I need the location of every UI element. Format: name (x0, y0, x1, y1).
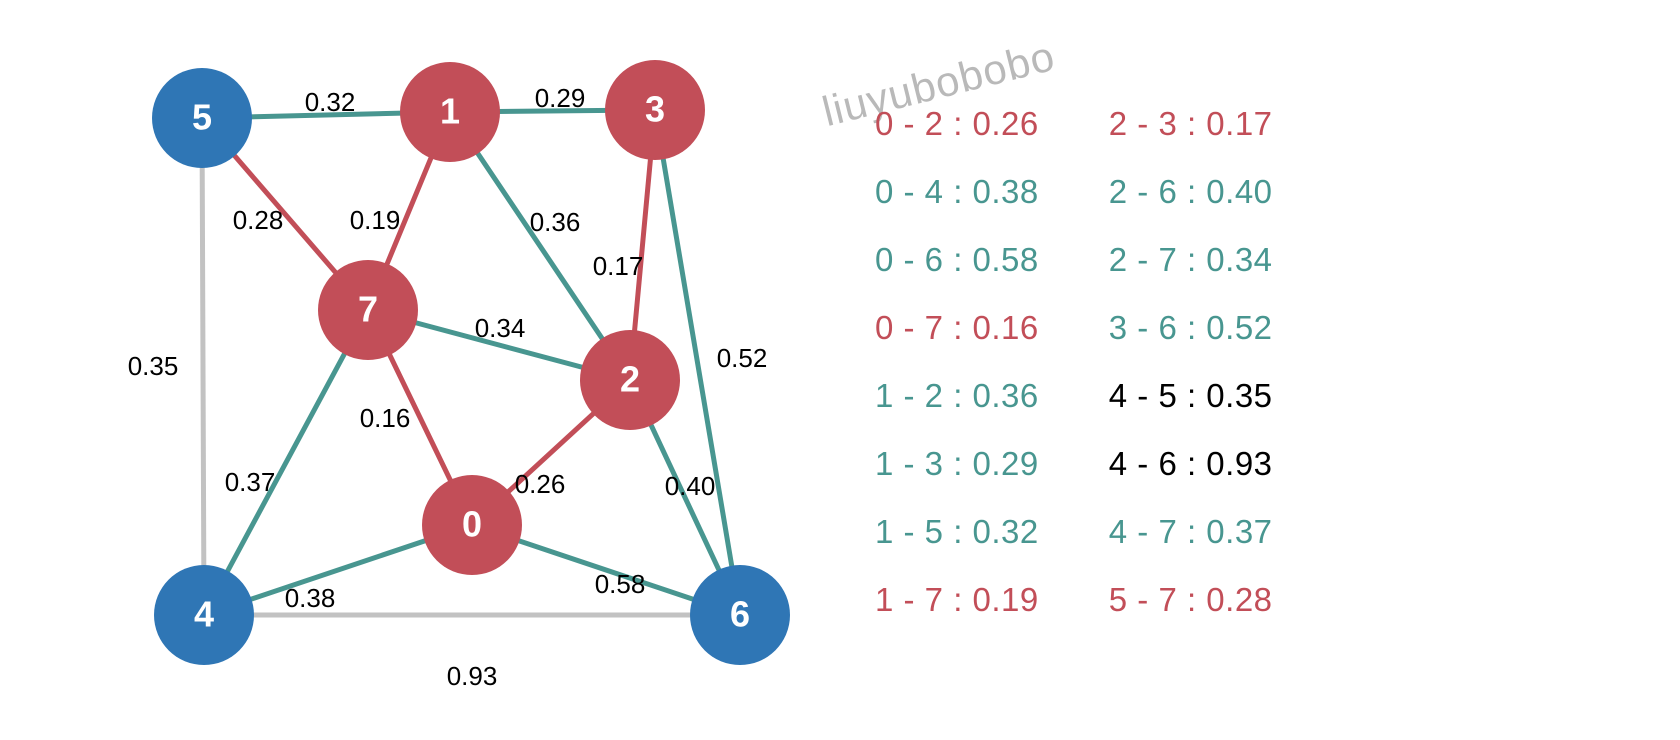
edge-weight-0-2: 0.26 (515, 469, 566, 499)
edge-weight-0-6: 0.58 (595, 569, 646, 599)
node-label-1: 1 (440, 91, 460, 132)
edge-list-item: 2 - 3 : 0.17 (1109, 105, 1273, 143)
edge-weight-4-7: 0.37 (225, 467, 276, 497)
edge-weight-4-6: 0.93 (447, 661, 498, 691)
edge-list-item: 1 - 7 : 0.19 (875, 581, 1039, 619)
edge-list-item: 0 - 7 : 0.16 (875, 309, 1039, 347)
edge-weight-3-6: 0.52 (717, 343, 768, 373)
node-label-5: 5 (192, 97, 212, 138)
edge-list-item: 2 - 6 : 0.40 (1109, 173, 1273, 211)
edge-list-col-2: 2 - 3 : 0.17 2 - 6 : 0.40 2 - 7 : 0.34 3 - … (1109, 105, 1273, 619)
node-label-0: 0 (462, 504, 482, 545)
edge-weight-0-7: 0.16 (360, 403, 411, 433)
edge-weight-1-2: 0.36 (530, 207, 581, 237)
node-label-3: 3 (645, 89, 665, 130)
edge-list-item: 0 - 4 : 0.38 (875, 173, 1039, 211)
node-label-6: 6 (730, 594, 750, 635)
edge-weight-1-7: 0.19 (350, 205, 401, 235)
edge-weight-2-3: 0.17 (593, 251, 644, 281)
edge-weight-5-7: 0.28 (233, 205, 284, 235)
edge-list-item: 1 - 2 : 0.36 (875, 377, 1039, 415)
edge-list-item: 2 - 7 : 0.34 (1109, 241, 1273, 279)
edge-list-item: 0 - 6 : 0.58 (875, 241, 1039, 279)
edge-list-col-1: 0 - 2 : 0.26 0 - 4 : 0.38 0 - 6 : 0.58 0 - … (875, 105, 1039, 619)
edge-weight-0-4: 0.38 (285, 583, 336, 613)
edge-4-5 (202, 118, 204, 615)
edge-list-panel: 0 - 2 : 0.26 0 - 4 : 0.38 0 - 6 : 0.58 0 - … (875, 105, 1273, 619)
edge-list-item: 4 - 7 : 0.37 (1109, 513, 1273, 551)
edge-weight-1-5: 0.32 (305, 87, 356, 117)
edge-list-item: 3 - 6 : 0.52 (1109, 309, 1273, 347)
edge-weight-4-5: 0.35 (128, 351, 179, 381)
edge-list-item: 1 - 3 : 0.29 (875, 445, 1039, 483)
edge-list-item: 4 - 5 : 0.35 (1109, 377, 1273, 415)
node-label-7: 7 (358, 289, 378, 330)
node-label-4: 4 (194, 594, 214, 635)
edge-list-item: 1 - 5 : 0.32 (875, 513, 1039, 551)
node-label-2: 2 (620, 359, 640, 400)
weighted-graph: 0.26 0.38 0.58 0.16 0.36 0.29 0.32 0.19 0.17 0.40… (0, 0, 860, 740)
edge-weight-2-7: 0.34 (475, 313, 526, 343)
edge-list-item: 0 - 2 : 0.26 (875, 105, 1039, 143)
edge-list-item: 4 - 6 : 0.93 (1109, 445, 1273, 483)
edge-weight-2-6: 0.40 (665, 471, 716, 501)
nodes-layer: 0 1 2 3 4 5 6 7 (152, 60, 790, 665)
edge-list-item: 5 - 7 : 0.28 (1109, 581, 1273, 619)
edge-weight-1-3: 0.29 (535, 83, 586, 113)
